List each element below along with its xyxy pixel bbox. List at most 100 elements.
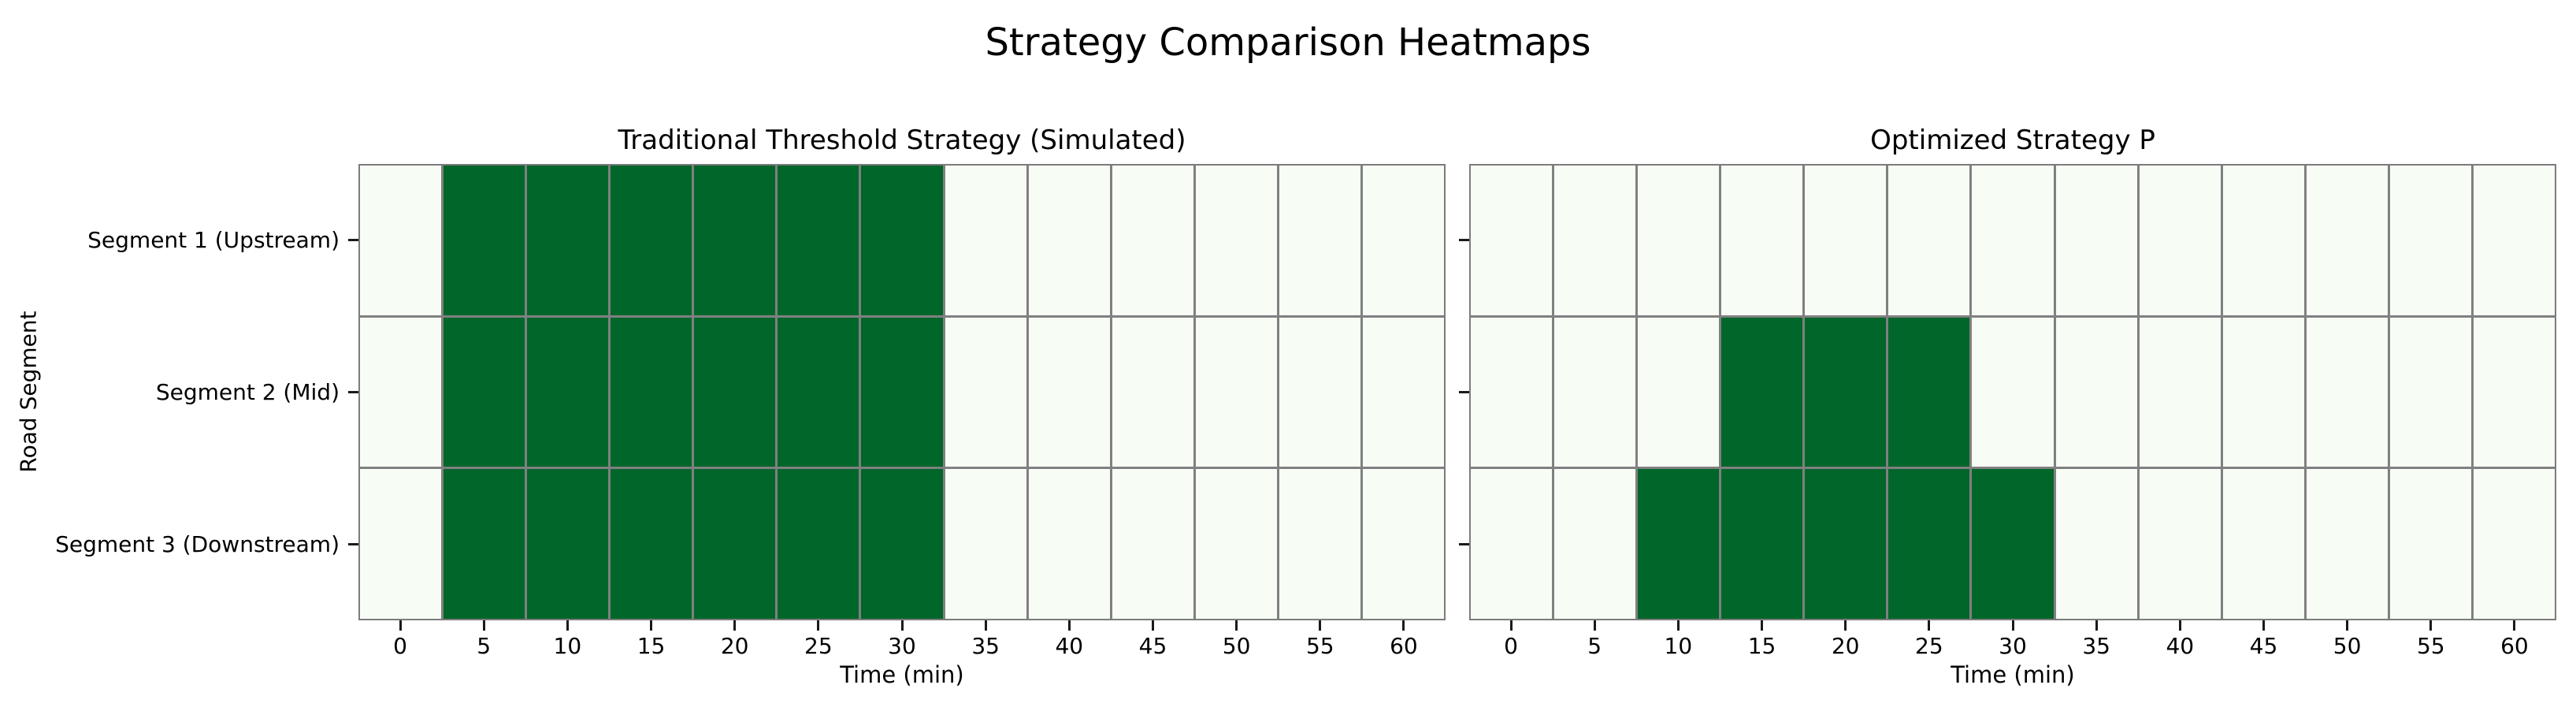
x-tick-mark: [1844, 620, 1847, 631]
x-tick-label: 55: [2416, 633, 2445, 659]
heatmap-cell-seg3-t20: [1805, 469, 1887, 619]
heatmap-cell-seg3-t45: [1112, 469, 1193, 619]
heatmap-cell-seg3-t55: [1279, 469, 1360, 619]
x-tick-mark: [2346, 620, 2349, 631]
heatmap-cell-seg2-t45: [1112, 317, 1193, 467]
x-tick-label: 60: [2500, 633, 2529, 659]
heatmap-cell-seg3-t10: [1638, 469, 1720, 619]
x-tick-mark: [1402, 620, 1405, 631]
heatmap-grid-traditional: [358, 164, 1446, 620]
heatmap-cell-seg2-t55: [1279, 317, 1360, 467]
heatmap-cell-seg1-t35: [2055, 166, 2137, 315]
heatmap-cell-seg2-t40: [2139, 317, 2221, 467]
heatmap-cell-seg3-t25: [778, 469, 859, 619]
subplot-traditional-strategy: Traditional Threshold Strategy (Simulate…: [55, 125, 1446, 688]
heatmap-cell-seg3-t15: [1721, 469, 1803, 619]
heatmap-cell-seg3-t50: [1195, 469, 1277, 619]
heatmap-cell-seg1-t25: [778, 166, 859, 315]
heatmap-cell-seg2-t35: [945, 317, 1026, 467]
x-tick-mark: [566, 620, 569, 631]
heatmap-cell-seg2-t25: [1888, 317, 1970, 467]
heatmap-cell-seg1-t60: [1362, 166, 1444, 315]
heatmap-cell-seg2-t30: [861, 317, 943, 467]
heatmap-cell-seg3-t30: [1972, 469, 2054, 619]
x-tick-mark: [1319, 620, 1322, 631]
heatmap-cell-seg2-t15: [1721, 317, 1803, 467]
x-tick-label: 45: [2249, 633, 2278, 659]
x-tick-label: 40: [2166, 633, 2195, 659]
x-tick-label: 5: [1587, 633, 1602, 659]
heatmap-cell-seg1-t0: [360, 166, 442, 315]
heatmap-cell-seg3-t35: [2055, 469, 2137, 619]
heatmap-cell-seg2-t45: [2222, 317, 2304, 467]
x-tick-label: 60: [1390, 633, 1418, 659]
x-tick-label: 10: [1664, 633, 1693, 659]
heatmap-cell-seg1-t60: [2473, 166, 2555, 315]
heatmap-cell-seg2-t35: [2055, 317, 2137, 467]
heatmap-cell-seg3-t40: [2139, 469, 2221, 619]
heatmap-cell-seg2-t0: [1471, 317, 1553, 467]
heatmap-cell-seg1-t35: [945, 166, 1026, 315]
heatmap-cell-seg1-t20: [694, 166, 776, 315]
heatmap-cell-seg1-t50: [2306, 166, 2388, 315]
x-tick-label: 45: [1138, 633, 1167, 659]
x-tick-mark: [1151, 620, 1154, 631]
x-tick-mark: [1676, 620, 1680, 631]
x-tick-label: 20: [1831, 633, 1860, 659]
x-tick-label: 35: [971, 633, 1000, 659]
y-tick-mark: [348, 391, 358, 393]
heatmap-cell-seg3-t25: [1888, 469, 1970, 619]
x-axis-label-right: Time (min): [1951, 661, 2075, 688]
x-tick-label: 15: [1747, 633, 1776, 659]
x-tick-mark: [2011, 620, 2014, 631]
y-tick-label: Segment 2 (Mid): [155, 378, 340, 405]
y-tick-label: Segment 3 (Downstream): [55, 530, 340, 557]
x-tick-label: 10: [553, 633, 582, 659]
heatmap-cell-seg1-t25: [1888, 166, 1970, 315]
heatmap-cell-seg3-t50: [2306, 469, 2388, 619]
heatmap-cell-seg1-t30: [1972, 166, 2054, 315]
y-tick-mark: [348, 239, 358, 241]
heatmap-cell-seg3-t20: [694, 469, 776, 619]
x-tick-label: 55: [1305, 633, 1334, 659]
x-tick-label: 40: [1055, 633, 1084, 659]
x-tick-label: 15: [637, 633, 666, 659]
heatmap-cell-seg3-t55: [2389, 469, 2471, 619]
heatmap-cell-seg1-t5: [444, 166, 525, 315]
heatmap-cell-seg1-t40: [2139, 166, 2221, 315]
heatmap-cell-seg3-t40: [1028, 469, 1110, 619]
y-tick-mark: [348, 543, 358, 545]
heatmap-cell-seg3-t35: [945, 469, 1026, 619]
x-tick-label: 30: [1999, 633, 2027, 659]
x-tick-label: 0: [1504, 633, 1518, 659]
x-tick-mark: [900, 620, 904, 631]
heatmap-cell-seg1-t15: [611, 166, 692, 315]
x-tick-mark: [1067, 620, 1071, 631]
y-tick-mark: [1459, 543, 1469, 545]
heatmap-cell-seg3-t60: [2473, 469, 2555, 619]
x-tick-mark: [399, 620, 402, 631]
y-tick-mark: [1459, 391, 1469, 393]
heatmap-cell-seg3-t45: [2222, 469, 2304, 619]
heatmap-grid-optimized: [1469, 164, 2556, 620]
x-tick-label: 50: [1222, 633, 1251, 659]
x-tick-label: 5: [477, 633, 492, 659]
heatmap-cell-seg3-t10: [527, 469, 609, 619]
heatmap-cell-seg2-t10: [1638, 317, 1720, 467]
heatmap-cell-seg1-t45: [2222, 166, 2304, 315]
heatmap-cell-seg2-t25: [778, 317, 859, 467]
x-tick-mark: [817, 620, 820, 631]
y-tick-mark: [1459, 239, 1469, 241]
x-tick-label: 30: [888, 633, 916, 659]
heatmap-cell-seg1-t5: [1554, 166, 1636, 315]
heatmap-cell-seg2-t40: [1028, 317, 1110, 467]
x-axis-label-left: Time (min): [840, 661, 964, 688]
x-tick-mark: [2513, 620, 2516, 631]
heatmap-cell-seg1-t15: [1721, 166, 1803, 315]
heatmap-cell-seg2-t0: [360, 317, 442, 467]
heatmap-cell-seg2-t60: [2473, 317, 2555, 467]
x-tick-mark: [2178, 620, 2181, 631]
heatmap-cell-seg2-t5: [1554, 317, 1636, 467]
x-tick-mark: [1235, 620, 1238, 631]
